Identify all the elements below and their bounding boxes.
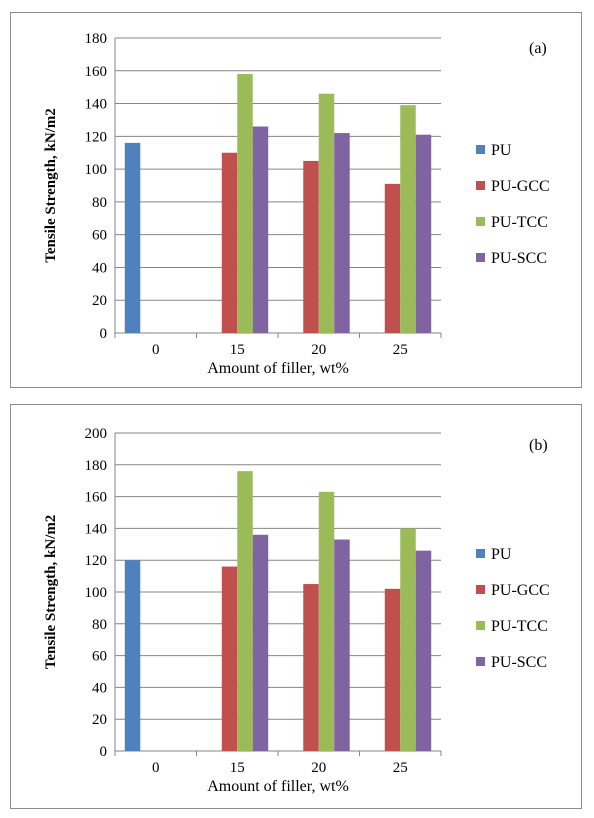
bar-pu-0 (124, 560, 141, 751)
bar-pu-gcc-20 (303, 160, 319, 333)
x-tick-label: 15 (230, 760, 245, 776)
bar-pu-tcc-15 (237, 471, 253, 751)
y-tick-label: 160 (85, 64, 108, 80)
x-tick-label: 15 (230, 342, 245, 358)
y-tick-label: 140 (85, 97, 108, 113)
bar-pu-tcc-15 (237, 74, 253, 334)
y-tick-label: 180 (85, 458, 108, 474)
y-axis-title: Tensile Strength, kN/m2 (43, 108, 59, 263)
y-tick-label: 200 (85, 426, 108, 442)
bar-pu-tcc-25 (400, 105, 416, 333)
legend-label-pu-tcc: PU-TCC (491, 214, 548, 231)
x-tick-label: 20 (311, 760, 326, 776)
y-tick-label: 20 (92, 293, 107, 309)
bar-pu-gcc-25 (384, 183, 401, 333)
y-tick-label: 120 (85, 553, 108, 569)
legend-swatch-pu (476, 145, 485, 154)
y-tick-label: 0 (100, 744, 108, 760)
bar-pu-tcc-20 (318, 93, 335, 333)
legend-swatch-pu-gcc (476, 181, 485, 190)
bar-pu-gcc-20 (303, 584, 319, 751)
y-axis-title: Tensile Strength, kN/m2 (43, 515, 59, 670)
x-tick-label: 0 (152, 342, 160, 358)
x-tick-label: 25 (393, 342, 408, 358)
legend-swatch-pu-gcc (476, 585, 485, 594)
legend-label-pu-scc: PU-SCC (491, 654, 547, 671)
legend-label-pu-scc: PU-SCC (491, 250, 547, 267)
y-tick-label: 100 (85, 585, 108, 601)
y-tick-label: 80 (92, 195, 107, 211)
legend-label-pu-gcc: PU-GCC (491, 582, 550, 599)
y-tick-label: 20 (92, 712, 107, 728)
legend-swatch-pu-scc (476, 253, 485, 262)
legend-swatch-pu (476, 549, 485, 558)
y-tick-label: 40 (92, 680, 107, 696)
legend-swatch-pu-scc (476, 657, 485, 666)
chart-a: 0 20 40 60 80 100 120 140 160 180 0 15 20 25 Amount of… (43, 31, 550, 377)
y-tick-label: 40 (92, 260, 107, 276)
y-tick-label: 140 (85, 521, 108, 537)
x-axis-title: Amount of filler, wt% (207, 778, 349, 795)
x-tick-label: 20 (311, 342, 326, 358)
chart-panel-a: 0 20 40 60 80 100 120 140 160 180 0 15 20 25 Amount of… (10, 12, 582, 388)
y-tick-label: 120 (85, 129, 108, 145)
bar-pu-scc-25 (415, 550, 432, 751)
bar-pu-scc-15 (252, 534, 269, 751)
bar-pu-gcc-15 (221, 566, 238, 751)
y-tick-label: 180 (85, 31, 108, 47)
bar-pu-scc-25 (415, 134, 432, 333)
x-tick-label: 25 (393, 760, 408, 776)
bar-pu-gcc-25 (384, 588, 401, 751)
legend-swatch-pu-tcc (476, 621, 485, 630)
legend-label-pu: PU (491, 546, 512, 563)
legend-label-pu-tcc: PU-TCC (491, 618, 548, 635)
y-tick-label: 80 (92, 617, 107, 633)
legend-label-pu-gcc: PU-GCC (491, 178, 550, 195)
chart-panel-b: 0 20 40 60 80 100 120 140 160 180 200 0 15 20 25 Amount… (10, 404, 582, 809)
y-tick-label: 160 (85, 490, 108, 506)
y-tick-label: 0 (100, 326, 108, 342)
bar-pu-scc-20 (334, 133, 350, 333)
legend-label-pu: PU (491, 142, 512, 159)
bar-pu-scc-20 (334, 539, 350, 751)
panel-label: (b) (529, 437, 548, 454)
x-axis-title: Amount of filler, wt% (207, 360, 349, 377)
y-tick-label: 100 (85, 162, 108, 178)
bar-pu-tcc-20 (318, 491, 335, 751)
bar-pu-tcc-25 (400, 528, 416, 751)
bar-pu-gcc-15 (221, 152, 238, 333)
panel-label: (a) (529, 40, 547, 57)
x-tick-label: 0 (152, 760, 160, 776)
bar-pu-0 (124, 142, 141, 333)
bar-pu-scc-15 (252, 126, 269, 333)
y-tick-label: 60 (92, 649, 107, 665)
y-tick-label: 60 (92, 228, 107, 244)
legend-swatch-pu-tcc (476, 217, 485, 226)
chart-b: 0 20 40 60 80 100 120 140 160 180 200 0 15 20 25 Amount… (43, 426, 550, 795)
